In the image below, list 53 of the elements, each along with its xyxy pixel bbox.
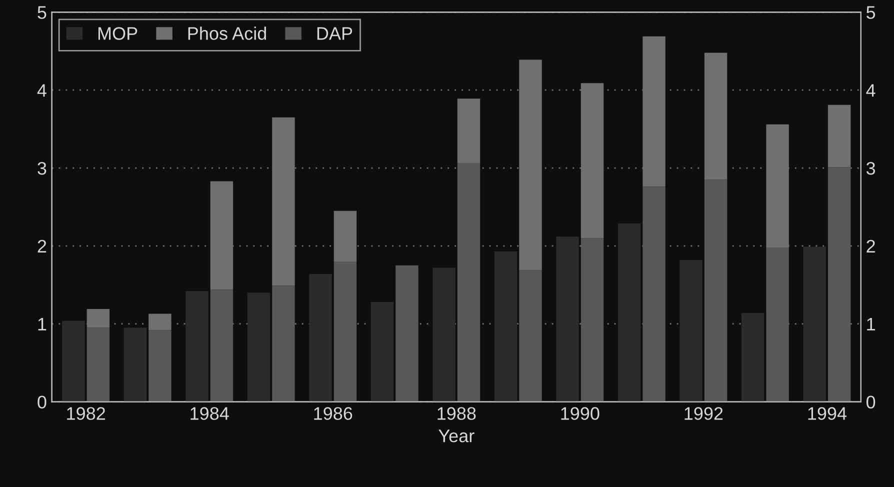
- bar: [186, 291, 208, 402]
- y2-tick-label: 1: [867, 318, 875, 330]
- y-tick-label: 2: [38, 240, 46, 252]
- y2-tick-label: 2: [866, 240, 875, 252]
- bar: [828, 167, 851, 402]
- x-tick-label: 1988: [438, 407, 476, 420]
- bar: [803, 246, 826, 402]
- x-tick-label: 1990: [561, 407, 600, 420]
- bar: [680, 260, 702, 402]
- y-tick-label: 1: [38, 318, 46, 330]
- bar: [370, 302, 394, 402]
- bar: [580, 238, 604, 402]
- bar: [457, 163, 480, 402]
- bar: [148, 330, 172, 402]
- bar: [556, 236, 579, 402]
- x-tick-label: 1982: [67, 407, 105, 420]
- bar: [704, 180, 728, 402]
- x-tick-label: 1994: [808, 407, 847, 420]
- bar: [642, 186, 666, 402]
- bar: [741, 312, 764, 402]
- legend-label: MOP: [98, 27, 138, 40]
- x-tick-label: 1984: [190, 407, 229, 420]
- y-tick-label: 4: [37, 84, 46, 97]
- bar: [457, 98, 480, 164]
- bar: [309, 274, 332, 402]
- y-tick-label: 0: [38, 396, 46, 408]
- bar: [272, 286, 295, 402]
- bar: [494, 251, 518, 402]
- bar: [210, 290, 234, 402]
- x-tick-label: 1986: [314, 407, 352, 420]
- y2-tick-label: 5: [866, 6, 876, 19]
- y2-tick-label: 4: [866, 84, 876, 97]
- bar: [618, 223, 641, 402]
- bar: [432, 268, 456, 402]
- bar: [704, 52, 728, 180]
- bar: [86, 328, 110, 402]
- bar: [62, 320, 85, 402]
- legend-label: Phos Acid: [188, 26, 266, 40]
- x-axis-title: Year: [438, 430, 474, 442]
- y-tick-label: 3: [38, 162, 46, 175]
- bar: [247, 292, 270, 402]
- y-tick-label: 5: [38, 6, 46, 19]
- y2-tick-label: 3: [866, 162, 876, 175]
- bar: [828, 104, 851, 168]
- bar: [148, 314, 172, 330]
- bar: [519, 270, 542, 402]
- x-tick-label: 1992: [684, 407, 723, 420]
- bar: [124, 328, 147, 402]
- bar: [334, 262, 357, 402]
- bar: [766, 247, 789, 402]
- y2-tick-label: 0: [866, 396, 876, 408]
- bar: [396, 265, 418, 402]
- legend-label: DAP: [317, 27, 352, 40]
